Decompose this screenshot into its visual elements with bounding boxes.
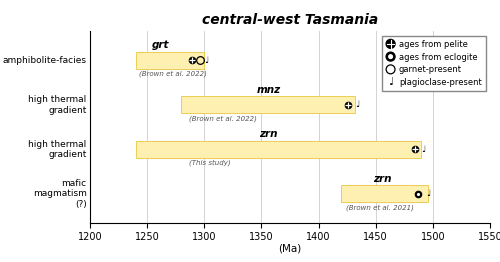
X-axis label: (Ma): (Ma): [278, 244, 301, 254]
Text: mafic
magmatism
(?): mafic magmatism (?): [32, 179, 86, 209]
Text: amphibolite-facies: amphibolite-facies: [2, 56, 86, 65]
Text: (This study): (This study): [190, 160, 231, 166]
Text: high thermal
gradient: high thermal gradient: [28, 140, 86, 159]
Text: ♩: ♩: [426, 189, 430, 198]
Text: (Brown et al. 2021): (Brown et al. 2021): [346, 204, 414, 211]
Title: central-west Tasmania: central-west Tasmania: [202, 14, 378, 28]
Bar: [342, 185, 428, 202]
Text: ♩: ♩: [422, 145, 426, 154]
Text: ♩: ♩: [204, 56, 208, 65]
Legend: ages from pelite, ages from eclogite, garnet-present, plagioclase-present: ages from pelite, ages from eclogite, ga…: [382, 36, 486, 91]
Text: (Brown et al. 2022): (Brown et al. 2022): [190, 115, 258, 122]
Bar: [182, 96, 355, 113]
Text: mnz: mnz: [256, 85, 280, 95]
Text: ♩: ♩: [356, 100, 360, 109]
Text: high thermal
gradient: high thermal gradient: [28, 95, 86, 114]
Bar: [136, 52, 204, 69]
Text: grt: grt: [152, 40, 170, 50]
Text: zrn: zrn: [259, 129, 278, 139]
Bar: [136, 141, 422, 158]
Text: zrn: zrn: [374, 173, 392, 184]
Text: (Brown et al. 2022): (Brown et al. 2022): [139, 70, 207, 77]
